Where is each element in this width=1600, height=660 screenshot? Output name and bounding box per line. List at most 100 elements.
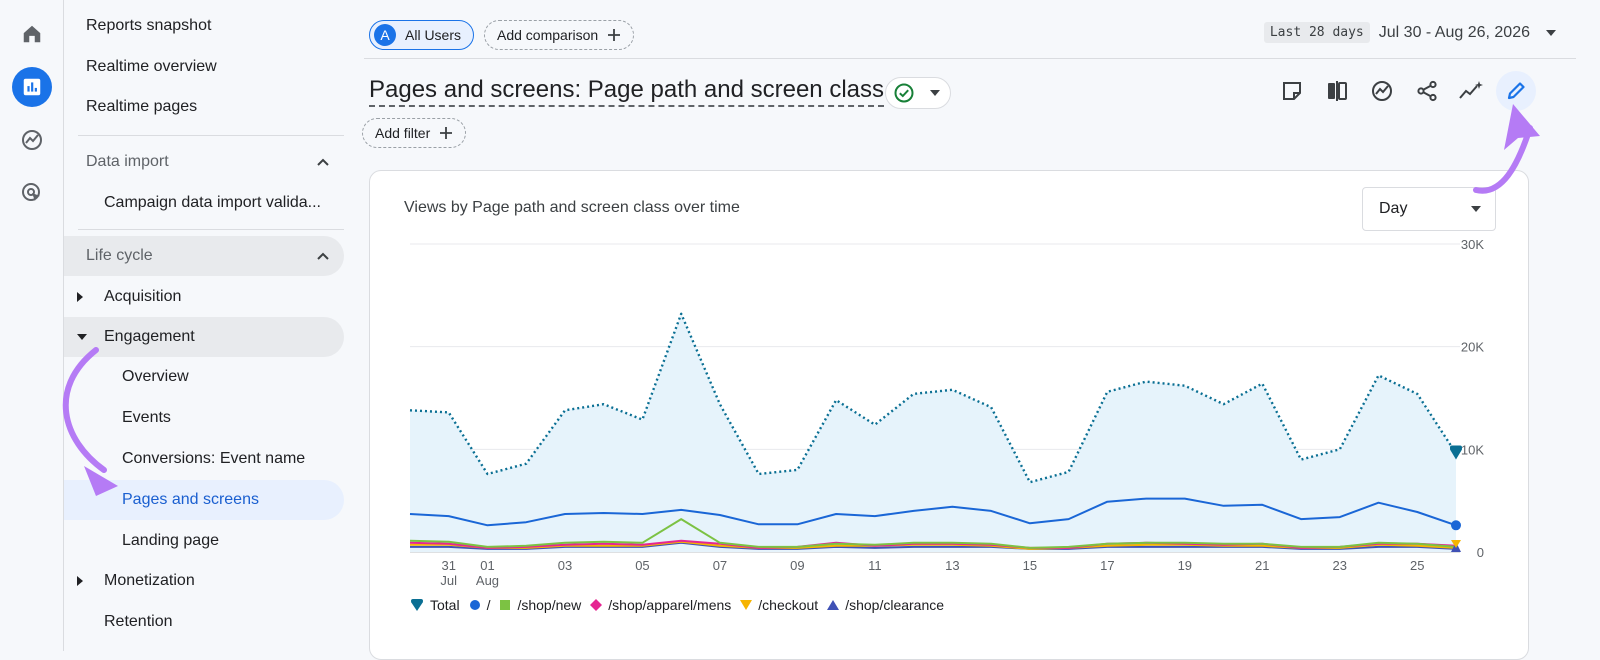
- sidebar-item-label: Landing page: [122, 532, 219, 549]
- legend-item-clearance[interactable]: /shop/clearance: [827, 597, 944, 613]
- sidebar-section-label: Data import: [86, 153, 169, 170]
- x-tick-label: 17: [1100, 558, 1114, 573]
- caret-down-icon: [930, 90, 940, 96]
- chart-card: Views by Page path and screen class over…: [369, 170, 1529, 660]
- sidebar-section-data-import[interactable]: Data import: [64, 142, 344, 182]
- sidebar-item-label: Monetization: [104, 572, 195, 589]
- report-status-pill[interactable]: [885, 77, 951, 109]
- sidebar-item-label: Reports snapshot: [86, 17, 212, 34]
- sidebar-item-conversions[interactable]: Conversions: Event name: [64, 439, 344, 479]
- sidebar-item-realtime-overview[interactable]: Realtime overview: [64, 47, 344, 87]
- endpoint-marker-root: [1451, 520, 1461, 531]
- legend-item-checkout[interactable]: /checkout: [740, 597, 818, 613]
- insights-button[interactable]: [1362, 71, 1402, 111]
- sidebar-item-overview[interactable]: Overview: [64, 357, 344, 397]
- legend-item-apparel-mens[interactable]: /shop/apparel/mens: [590, 597, 731, 613]
- sidebar-section-label: Life cycle: [86, 247, 153, 264]
- chart-title: Views by Page path and screen class over…: [404, 199, 740, 216]
- sidebar-item-label: Events: [122, 409, 171, 426]
- annotation-button[interactable]: [1272, 71, 1312, 111]
- add-comparison-button[interactable]: Add comparison: [484, 20, 635, 50]
- sidebar-section-life-cycle[interactable]: Life cycle: [64, 236, 344, 276]
- date-range-label: Jul 30 - Aug 26, 2026: [1378, 23, 1530, 41]
- x-tick-label: 23: [1333, 558, 1347, 573]
- sidebar-nav: Reports snapshot Realtime overview Realt…: [64, 0, 364, 651]
- chevron-up-icon: [317, 252, 329, 260]
- page-title: Pages and screens: Page path and screen …: [369, 76, 884, 107]
- granularity-select[interactable]: Day: [1362, 187, 1496, 231]
- legend-item-root[interactable]: /: [469, 597, 491, 613]
- sidebar-item-label: Retention: [104, 613, 173, 630]
- legend-item-shop-new[interactable]: /shop/new: [499, 597, 581, 613]
- avatar: A: [374, 24, 396, 46]
- sidebar-item-campaign-data-import[interactable]: Campaign data import valida...: [64, 183, 344, 223]
- compare-button[interactable]: [1317, 71, 1357, 111]
- customize-report-button[interactable]: [1496, 71, 1536, 111]
- add-filter-button[interactable]: Add filter: [362, 118, 467, 148]
- date-range-badge: Last 28 days: [1263, 22, 1370, 43]
- sidebar-item-landing-page[interactable]: Landing page: [64, 521, 344, 561]
- explore-icon[interactable]: [12, 120, 52, 160]
- sidebar-item-reports-snapshot[interactable]: Reports snapshot: [64, 6, 344, 46]
- add-filter-label: Add filter: [375, 125, 431, 141]
- series-line-root: [409, 497, 1457, 527]
- series-line-shop-new: [409, 518, 1457, 549]
- icon-rail: [0, 0, 64, 651]
- caret-right-icon: [77, 576, 83, 586]
- share-icon: [1417, 80, 1437, 102]
- reports-icon[interactable]: [12, 67, 52, 107]
- all-users-chip[interactable]: A All Users: [369, 20, 474, 50]
- y-tick-label: 10K: [1461, 442, 1484, 457]
- sparkle-trend-icon: [1459, 81, 1483, 99]
- compare-icon: [1328, 81, 1347, 101]
- sidebar-item-realtime-pages[interactable]: Realtime pages: [64, 87, 344, 127]
- home-icon[interactable]: [12, 14, 52, 54]
- x-tick-label: 11: [868, 558, 882, 573]
- y-tick-label: 30K: [1461, 237, 1484, 252]
- caret-right-icon: [77, 292, 83, 302]
- legend-label: /shop/new: [517, 597, 582, 613]
- series-line-clearance: [410, 541, 1457, 550]
- sidebar-divider: [78, 229, 344, 230]
- sidebar-item-label: Campaign data import valida...: [104, 194, 321, 211]
- x-tick-label: 25: [1410, 558, 1424, 573]
- caret-down-icon: [1471, 206, 1481, 212]
- sidebar-item-label: Overview: [122, 368, 189, 385]
- sidebar-item-label: Pages and screens: [122, 491, 259, 508]
- auto-insights-button[interactable]: [1451, 71, 1491, 111]
- pencil-icon: [1507, 82, 1525, 100]
- sidebar-item-monetization[interactable]: Monetization: [64, 561, 344, 601]
- x-tick-label: 21: [1255, 558, 1269, 573]
- sidebar-item-retention[interactable]: Retention: [64, 602, 344, 642]
- legend-marker-shop-new: [500, 600, 511, 610]
- legend-item-total[interactable]: Total: [410, 597, 460, 613]
- all-users-label: All Users: [405, 27, 462, 43]
- x-tick-label: 09: [790, 558, 804, 573]
- sidebar-item-label: Realtime overview: [86, 58, 217, 75]
- advertising-icon[interactable]: [12, 173, 52, 213]
- legend-label: /shop/apparel/mens: [608, 597, 732, 613]
- plus-icon: [440, 127, 453, 139]
- caret-down-icon: [77, 334, 87, 340]
- total-area: [410, 313, 1456, 552]
- granularity-value: Day: [1379, 200, 1408, 217]
- header-divider: [364, 58, 1576, 59]
- sidebar-item-acquisition[interactable]: Acquisition: [64, 277, 344, 317]
- share-button[interactable]: [1407, 71, 1447, 111]
- sidebar-item-engagement[interactable]: Engagement: [64, 317, 344, 357]
- legend-label: /checkout: [758, 597, 819, 613]
- legend-marker-checkout: [740, 600, 753, 610]
- main-content: A All Users Add comparison Last 28 days …: [362, 0, 1600, 660]
- x-tick-label: 13: [945, 558, 959, 573]
- legend-marker-total: [411, 599, 423, 611]
- sidebar-item-pages-and-screens[interactable]: Pages and screens: [64, 480, 344, 520]
- sidebar-item-events[interactable]: Events: [64, 398, 344, 438]
- y-tick-label: 20K: [1461, 340, 1484, 355]
- date-range-picker[interactable]: Last 28 days Jul 30 - Aug 26, 2026: [1263, 22, 1556, 43]
- chevron-up-icon: [317, 158, 329, 166]
- x-tick-label: 15: [1023, 558, 1037, 573]
- add-comparison-label: Add comparison: [497, 27, 599, 43]
- legend-label: /: [486, 597, 491, 613]
- x-tick-label: 05: [635, 558, 649, 573]
